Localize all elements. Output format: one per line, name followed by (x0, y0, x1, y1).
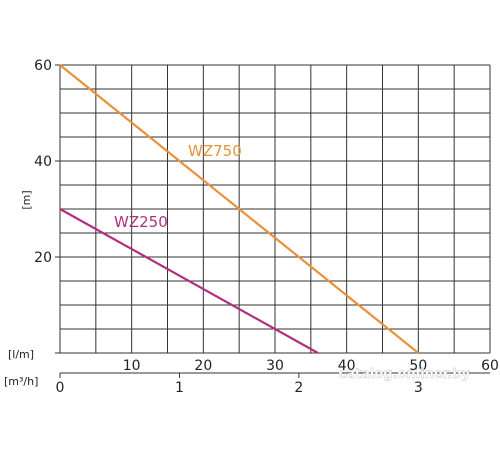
watermark: catalog.onliner.by (338, 367, 470, 382)
labels: 20 40 60 [m] 10 20 30 40 50 60 [l/m] 0 1 2 3 [m³/h] WZ75… (4, 58, 499, 396)
x-axis-unit-label: [l/m] (8, 348, 34, 361)
y-tick-label: 40 (34, 154, 52, 170)
y-tick-label: 60 (34, 58, 52, 74)
series-label: WZ750 (188, 142, 242, 160)
x-tick-label: 30 (266, 358, 284, 374)
x2-tick-label: 2 (294, 380, 303, 396)
series-label: WZ250 (114, 213, 168, 231)
series-line (59, 208, 319, 354)
x-tick-label: 10 (123, 358, 141, 374)
x-tick-label: 20 (194, 358, 212, 374)
series-lines (59, 64, 420, 354)
x2-tick-label: 1 (175, 380, 184, 396)
x-tick-label: 50 (409, 358, 427, 374)
y-tick-label: 20 (34, 250, 52, 266)
x-tick-label: 60 (481, 358, 499, 374)
x2-tick-label: 3 (414, 380, 423, 396)
y-axis-label: [m] (20, 190, 33, 209)
x2-tick-label: 0 (56, 380, 65, 396)
series-line (59, 64, 420, 354)
x2-axis-unit-label: [m³/h] (4, 375, 38, 388)
x-tick-label: 40 (338, 358, 356, 374)
